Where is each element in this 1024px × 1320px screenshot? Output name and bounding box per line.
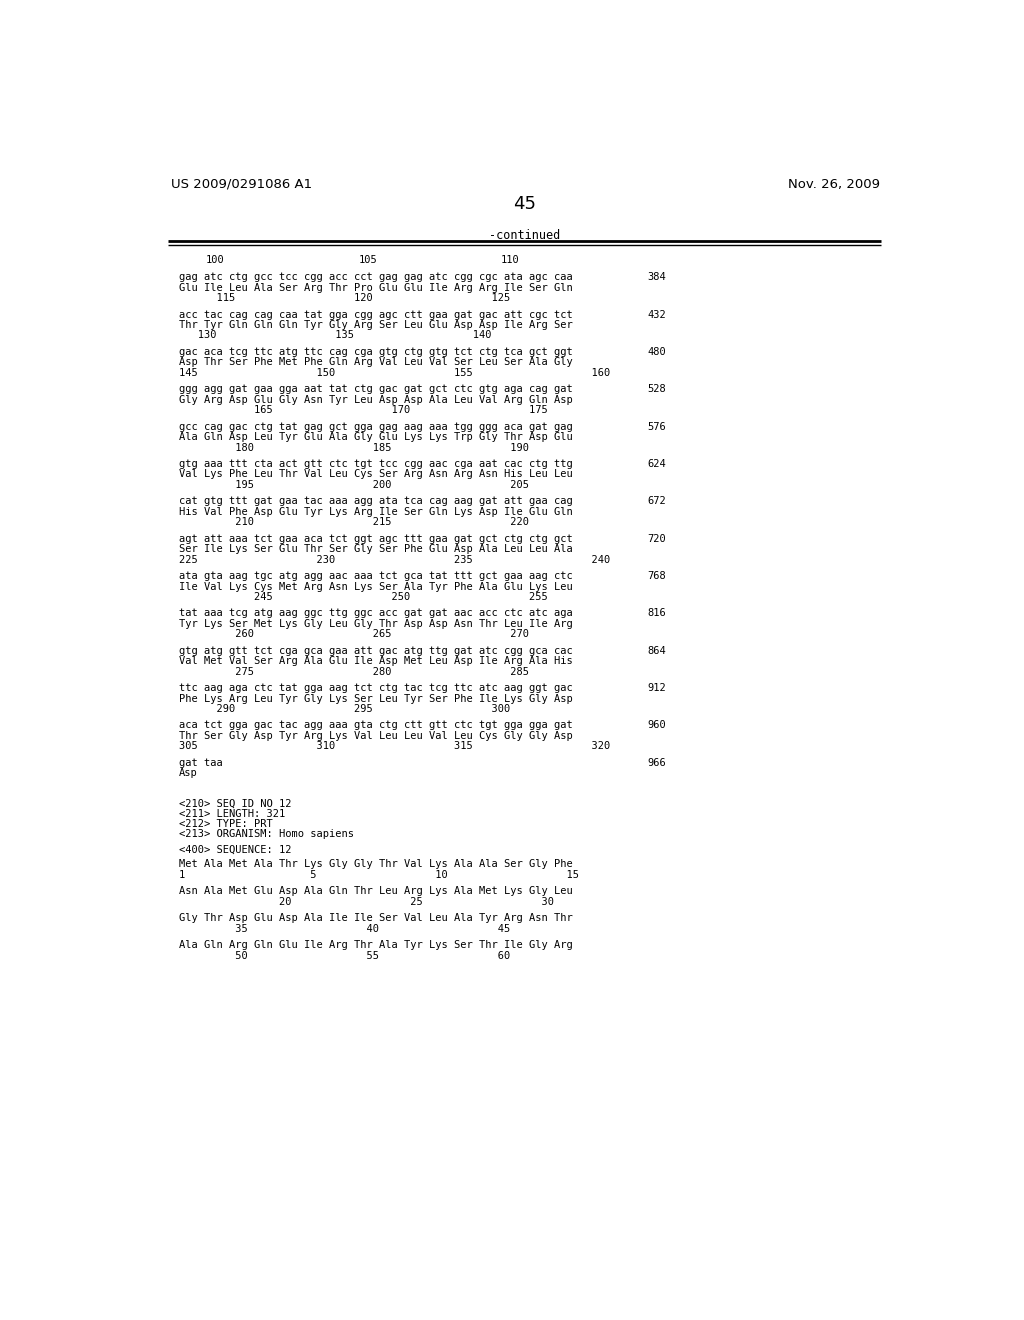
Text: 180                   185                   190: 180 185 190 — [179, 442, 529, 453]
Text: 260                   265                   270: 260 265 270 — [179, 630, 529, 639]
Text: 912: 912 — [647, 684, 666, 693]
Text: 432: 432 — [647, 310, 666, 319]
Text: Ala Gln Arg Gln Glu Ile Arg Thr Ala Tyr Lys Ser Thr Ile Gly Arg: Ala Gln Arg Gln Glu Ile Arg Thr Ala Tyr … — [179, 940, 572, 950]
Text: ata gta aag tgc atg agg aac aaa tct gca tat ttt gct gaa aag ctc: ata gta aag tgc atg agg aac aaa tct gca … — [179, 572, 572, 581]
Text: Glu Ile Leu Ala Ser Arg Thr Pro Glu Glu Ile Arg Arg Ile Ser Gln: Glu Ile Leu Ala Ser Arg Thr Pro Glu Glu … — [179, 282, 572, 293]
Text: 624: 624 — [647, 459, 666, 469]
Text: 115                   120                   125: 115 120 125 — [179, 293, 510, 304]
Text: 45: 45 — [513, 195, 537, 214]
Text: 576: 576 — [647, 422, 666, 432]
Text: 966: 966 — [647, 758, 666, 768]
Text: <213> ORGANISM: Homo sapiens: <213> ORGANISM: Homo sapiens — [179, 829, 354, 840]
Text: Asp: Asp — [179, 768, 198, 779]
Text: 225                   230                   235                   240: 225 230 235 240 — [179, 554, 610, 565]
Text: -continued: -continued — [489, 230, 560, 243]
Text: gac aca tcg ttc atg ttc cag cga gtg ctg gtg tct ctg tca gct ggt: gac aca tcg ttc atg ttc cag cga gtg ctg … — [179, 347, 572, 356]
Text: Val Lys Phe Leu Thr Val Leu Cys Ser Arg Asn Arg Asn His Leu Leu: Val Lys Phe Leu Thr Val Leu Cys Ser Arg … — [179, 470, 572, 479]
Text: 195                   200                   205: 195 200 205 — [179, 480, 529, 490]
Text: 210                   215                   220: 210 215 220 — [179, 517, 529, 527]
Text: 305                   310                   315                   320: 305 310 315 320 — [179, 742, 610, 751]
Text: 50                   55                   60: 50 55 60 — [179, 950, 510, 961]
Text: Phe Lys Arg Leu Tyr Gly Lys Ser Leu Tyr Ser Phe Ile Lys Gly Asp: Phe Lys Arg Leu Tyr Gly Lys Ser Leu Tyr … — [179, 693, 572, 704]
Text: <211> LENGTH: 321: <211> LENGTH: 321 — [179, 809, 286, 818]
Text: Ile Val Lys Cys Met Arg Asn Lys Ser Ala Tyr Phe Ala Glu Lys Leu: Ile Val Lys Cys Met Arg Asn Lys Ser Ala … — [179, 582, 572, 591]
Text: 20                   25                   30: 20 25 30 — [179, 896, 554, 907]
Text: 768: 768 — [647, 572, 666, 581]
Text: His Val Phe Asp Glu Tyr Lys Arg Ile Ser Gln Lys Asp Ile Glu Gln: His Val Phe Asp Glu Tyr Lys Arg Ile Ser … — [179, 507, 572, 517]
Text: Gly Thr Asp Glu Asp Ala Ile Ile Ser Val Leu Ala Tyr Arg Asn Thr: Gly Thr Asp Glu Asp Ala Ile Ile Ser Val … — [179, 913, 572, 924]
Text: Tyr Lys Ser Met Lys Gly Leu Gly Thr Asp Asp Asn Thr Leu Ile Arg: Tyr Lys Ser Met Lys Gly Leu Gly Thr Asp … — [179, 619, 572, 628]
Text: cat gtg ttt gat gaa tac aaa agg ata tca cag aag gat att gaa cag: cat gtg ttt gat gaa tac aaa agg ata tca … — [179, 496, 572, 507]
Text: <212> TYPE: PRT: <212> TYPE: PRT — [179, 818, 273, 829]
Text: Asp Thr Ser Phe Met Phe Gln Arg Val Leu Val Ser Leu Ser Ala Gly: Asp Thr Ser Phe Met Phe Gln Arg Val Leu … — [179, 358, 572, 367]
Text: gag atc ctg gcc tcc cgg acc cct gag gag atc cgg cgc ata agc caa: gag atc ctg gcc tcc cgg acc cct gag gag … — [179, 272, 572, 282]
Text: 105: 105 — [358, 255, 378, 264]
Text: 480: 480 — [647, 347, 666, 356]
Text: US 2009/0291086 A1: US 2009/0291086 A1 — [171, 178, 311, 190]
Text: 720: 720 — [647, 533, 666, 544]
Text: Thr Tyr Gln Gln Gln Tyr Gly Arg Ser Leu Glu Asp Asp Ile Arg Ser: Thr Tyr Gln Gln Gln Tyr Gly Arg Ser Leu … — [179, 321, 572, 330]
Text: 35                   40                   45: 35 40 45 — [179, 924, 510, 933]
Text: 384: 384 — [647, 272, 666, 282]
Text: 960: 960 — [647, 721, 666, 730]
Text: Nov. 26, 2009: Nov. 26, 2009 — [787, 178, 880, 190]
Text: 275                   280                   285: 275 280 285 — [179, 667, 529, 677]
Text: 165                   170                   175: 165 170 175 — [179, 405, 548, 416]
Text: acc tac cag cag caa tat gga cgg agc ctt gaa gat gac att cgc tct: acc tac cag cag caa tat gga cgg agc ctt … — [179, 310, 572, 319]
Text: tat aaa tcg atg aag ggc ttg ggc acc gat gat aac acc ctc atc aga: tat aaa tcg atg aag ggc ttg ggc acc gat … — [179, 609, 572, 619]
Text: gtg aaa ttt cta act gtt ctc tgt tcc cgg aac cga aat cac ctg ttg: gtg aaa ttt cta act gtt ctc tgt tcc cgg … — [179, 459, 572, 469]
Text: ggg agg gat gaa gga aat tat ctg gac gat gct ctc gtg aga cag gat: ggg agg gat gaa gga aat tat ctg gac gat … — [179, 384, 572, 395]
Text: Thr Ser Gly Asp Tyr Arg Lys Val Leu Leu Val Leu Cys Gly Gly Asp: Thr Ser Gly Asp Tyr Arg Lys Val Leu Leu … — [179, 731, 572, 741]
Text: 245                   250                   255: 245 250 255 — [179, 591, 548, 602]
Text: Met Ala Met Ala Thr Lys Gly Gly Thr Val Lys Ala Ala Ser Gly Phe: Met Ala Met Ala Thr Lys Gly Gly Thr Val … — [179, 859, 572, 870]
Text: 100: 100 — [206, 255, 224, 264]
Text: gat taa: gat taa — [179, 758, 223, 768]
Text: Val Met Val Ser Arg Ala Glu Ile Asp Met Leu Asp Ile Arg Ala His: Val Met Val Ser Arg Ala Glu Ile Asp Met … — [179, 656, 572, 667]
Text: agt att aaa tct gaa aca tct ggt agc ttt gaa gat gct ctg ctg gct: agt att aaa tct gaa aca tct ggt agc ttt … — [179, 533, 572, 544]
Text: 290                   295                   300: 290 295 300 — [179, 704, 510, 714]
Text: 130                   135                   140: 130 135 140 — [179, 330, 492, 341]
Text: Asn Ala Met Glu Asp Ala Gln Thr Leu Arg Lys Ala Met Lys Gly Leu: Asn Ala Met Glu Asp Ala Gln Thr Leu Arg … — [179, 887, 572, 896]
Text: <400> SEQUENCE: 12: <400> SEQUENCE: 12 — [179, 845, 292, 854]
Text: ttc aag aga ctc tat gga aag tct ctg tac tcg ttc atc aag ggt gac: ttc aag aga ctc tat gga aag tct ctg tac … — [179, 684, 572, 693]
Text: gtg atg gtt tct cga gca gaa att gac atg ttg gat atc cgg gca cac: gtg atg gtt tct cga gca gaa att gac atg … — [179, 645, 572, 656]
Text: aca tct gga gac tac agg aaa gta ctg ctt gtt ctc tgt gga gga gat: aca tct gga gac tac agg aaa gta ctg ctt … — [179, 721, 572, 730]
Text: gcc cag gac ctg tat gag gct gga gag aag aaa tgg ggg aca gat gag: gcc cag gac ctg tat gag gct gga gag aag … — [179, 422, 572, 432]
Text: 864: 864 — [647, 645, 666, 656]
Text: 145                   150                   155                   160: 145 150 155 160 — [179, 368, 610, 378]
Text: Gly Arg Asp Glu Gly Asn Tyr Leu Asp Asp Ala Leu Val Arg Gln Asp: Gly Arg Asp Glu Gly Asn Tyr Leu Asp Asp … — [179, 395, 572, 405]
Text: 672: 672 — [647, 496, 666, 507]
Text: Ala Gln Asp Leu Tyr Glu Ala Gly Glu Lys Lys Trp Gly Thr Asp Glu: Ala Gln Asp Leu Tyr Glu Ala Gly Glu Lys … — [179, 432, 572, 442]
Text: <210> SEQ ID NO 12: <210> SEQ ID NO 12 — [179, 799, 292, 808]
Text: 816: 816 — [647, 609, 666, 619]
Text: 110: 110 — [501, 255, 519, 264]
Text: 1                    5                   10                   15: 1 5 10 15 — [179, 870, 580, 880]
Text: Ser Ile Lys Ser Glu Thr Ser Gly Ser Phe Glu Asp Ala Leu Leu Ala: Ser Ile Lys Ser Glu Thr Ser Gly Ser Phe … — [179, 544, 572, 554]
Text: 528: 528 — [647, 384, 666, 395]
